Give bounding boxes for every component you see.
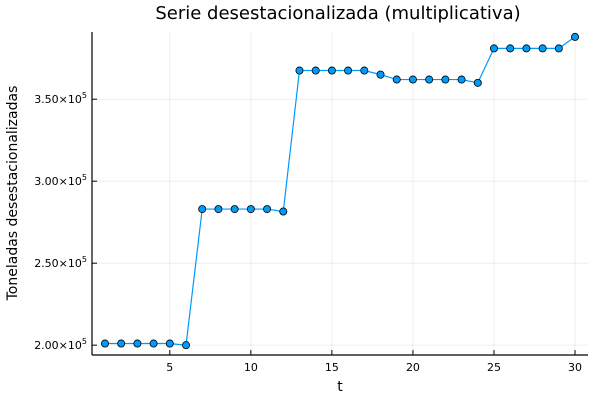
data-point bbox=[489, 44, 498, 53]
data-point bbox=[246, 205, 255, 214]
data-point bbox=[425, 75, 434, 84]
x-axis-label: t bbox=[337, 379, 343, 395]
data-point bbox=[263, 205, 272, 214]
data-point bbox=[100, 339, 109, 348]
data-point bbox=[214, 205, 223, 214]
data-point bbox=[117, 339, 126, 348]
data-point bbox=[311, 66, 320, 75]
x-tick-label: 15 bbox=[325, 361, 339, 374]
data-point bbox=[344, 66, 353, 75]
x-tick-label: 5 bbox=[166, 361, 173, 374]
x-tick-label: 30 bbox=[568, 361, 582, 374]
data-point bbox=[327, 66, 336, 75]
chart-title: Serie desestacionalizada (multiplicativa… bbox=[155, 3, 520, 24]
y-tick-label: 3.50×105 bbox=[34, 91, 87, 106]
data-point bbox=[165, 339, 174, 348]
data-point bbox=[571, 32, 580, 41]
data-point bbox=[538, 44, 547, 53]
data-point bbox=[522, 44, 531, 53]
data-point bbox=[441, 75, 450, 84]
series bbox=[100, 32, 580, 350]
y-tick-label: 2.00×105 bbox=[34, 337, 87, 352]
grid bbox=[92, 32, 588, 355]
data-point bbox=[473, 78, 482, 87]
data-point bbox=[149, 339, 158, 348]
y-tick-label: 2.50×105 bbox=[34, 255, 87, 270]
ticks: 5 10 15 20 25 30 2.00×105 2.50×105 3.00×105 3.50×… bbox=[34, 91, 582, 374]
data-point bbox=[457, 75, 466, 84]
axes bbox=[91, 32, 588, 356]
data-point bbox=[182, 341, 191, 350]
data-point bbox=[506, 44, 515, 53]
data-point bbox=[133, 339, 142, 348]
series-line bbox=[104, 36, 576, 346]
data-point bbox=[554, 44, 563, 53]
data-point bbox=[392, 75, 401, 84]
y-tick-label: 3.00×105 bbox=[34, 173, 87, 188]
y-axis-label: Toneladas desestacionalizadas bbox=[5, 86, 21, 302]
data-point bbox=[230, 205, 239, 214]
x-tick-label: 20 bbox=[406, 361, 420, 374]
data-point bbox=[279, 207, 288, 216]
x-tick-label: 25 bbox=[487, 361, 501, 374]
data-point bbox=[376, 70, 385, 79]
data-point bbox=[198, 205, 207, 214]
data-point bbox=[408, 75, 417, 84]
data-point bbox=[360, 66, 369, 75]
data-point bbox=[295, 66, 304, 75]
x-tick-label: 10 bbox=[244, 361, 258, 374]
